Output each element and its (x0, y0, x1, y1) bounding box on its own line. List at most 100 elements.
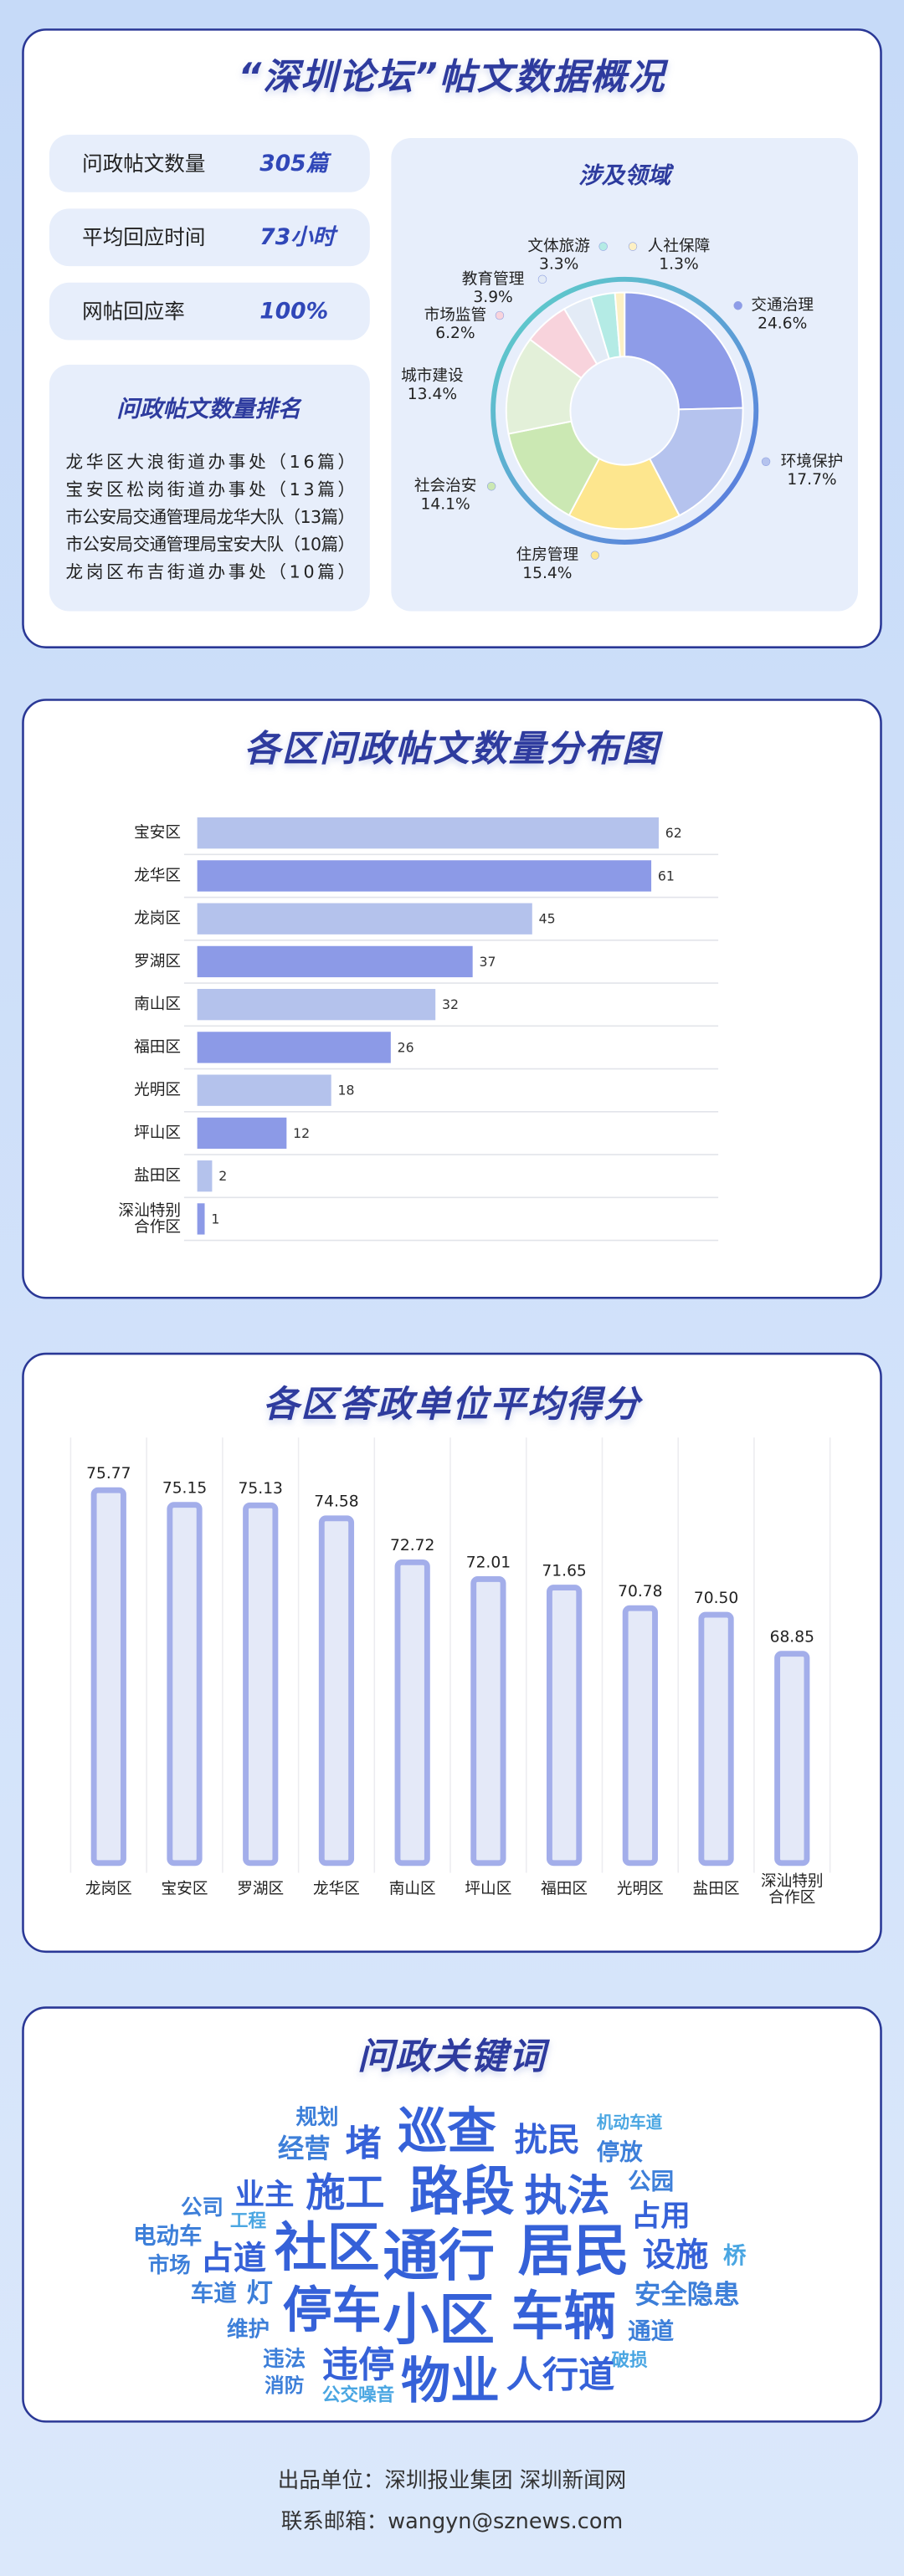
value-label: 70.78 (618, 1583, 662, 1600)
keyword: 电动车 (133, 2223, 202, 2250)
pie-value-label: 1.3% (659, 256, 698, 274)
legend-dot (495, 310, 505, 320)
keyword: 物业 (401, 2352, 500, 2410)
value-label: 2 (218, 1168, 227, 1184)
keyword: 通道 (628, 2317, 674, 2344)
keyword: 居民 (518, 2218, 630, 2283)
pie-label: 环境保护 (781, 453, 844, 470)
legend-dot (537, 274, 547, 284)
pie-label: 社会治安 (414, 478, 477, 495)
pie-label: 教育管理 (462, 270, 525, 288)
bar (394, 1559, 430, 1867)
ranking-item: 龙华区大浪街道办事处（16篇） (66, 452, 356, 472)
keyword: 占用 (631, 2199, 691, 2233)
bar (197, 817, 659, 849)
footer: 联系邮箱：wangyn@sznews.com (281, 2509, 624, 2534)
keyword: 车道 (191, 2280, 237, 2307)
bar (197, 903, 532, 935)
x-tick-label: 坪山区 (465, 1881, 511, 1898)
bar (90, 1487, 126, 1867)
pie-slice (614, 291, 626, 358)
pie-label: 交通治理 (751, 297, 814, 315)
bar (318, 1515, 355, 1867)
keyword: 车辆 (511, 2286, 617, 2347)
bar (197, 945, 473, 978)
x-tick-label: 光明区 (617, 1881, 664, 1898)
pie-box (391, 137, 859, 612)
panel-title: 各区答政单位平均得分 (263, 1384, 643, 1426)
x-tick-label: 福田区 (541, 1881, 588, 1898)
stat-box (49, 135, 370, 192)
value-label: 61 (658, 868, 675, 883)
ranking-box (49, 364, 370, 612)
keyword: 桥 (723, 2242, 747, 2269)
pie-slice (624, 291, 744, 411)
ranking-item: 市公安局交通管理局龙华大队（13篇） (66, 507, 356, 527)
keyword: 市场 (148, 2253, 191, 2278)
value-label: 72.01 (466, 1554, 511, 1571)
x-tick-label: 盐田区 (693, 1881, 740, 1898)
ranking-item: 宝安区松岗街道办事处（13篇） (66, 479, 356, 499)
y-tick-label: 龙华区 (134, 867, 181, 884)
keyword: 停车 (283, 2281, 382, 2338)
bar (197, 1032, 391, 1063)
stat-label: 平均回应时间 (82, 225, 205, 249)
legend-dot (628, 242, 638, 251)
legend-dot (761, 457, 771, 466)
bar (622, 1605, 658, 1867)
y-tick-label: 宝安区 (134, 824, 181, 842)
pie-label: 人社保障 (648, 238, 711, 255)
value-label: 75.77 (86, 1465, 131, 1483)
keyword: 设施 (643, 2237, 709, 2275)
y-tick-label: 光明区 (134, 1082, 181, 1099)
value-label: 37 (480, 954, 496, 970)
pie-label: 文体旅游 (527, 238, 590, 255)
keyword: 消防 (265, 2374, 304, 2397)
pie-value-label: 13.4% (408, 386, 457, 403)
keyword: 维护 (227, 2317, 270, 2342)
y-tick-label: 福田区 (134, 1038, 181, 1056)
keyword: 占道 (201, 2241, 267, 2278)
keyword: 公司 (181, 2195, 223, 2220)
y-tick-label: 深汕特别合作区 (118, 1202, 181, 1237)
panel (22, 2006, 882, 2423)
bar (243, 1502, 279, 1867)
x-tick-label: 南山区 (389, 1881, 436, 1898)
value-label: 72.72 (390, 1537, 434, 1554)
y-tick-label: 南山区 (134, 996, 181, 1013)
keyword: 施工 (306, 2170, 384, 2216)
legend-dot (733, 301, 742, 310)
value-label: 71.65 (542, 1562, 586, 1580)
x-tick-label: 龙岗区 (85, 1881, 132, 1898)
bar (197, 1160, 213, 1192)
stat-label: 问政帖文数量 (82, 151, 205, 176)
legend-dot (590, 551, 600, 560)
footer: 出品单位：深圳报业集团 深圳新闻网 (278, 2468, 626, 2493)
x-tick-label: 罗湖区 (237, 1881, 284, 1898)
pie-value-label: 15.4% (522, 565, 572, 582)
bar (774, 1651, 810, 1867)
pie-label: 市场监管 (424, 307, 487, 325)
legend-dot (598, 242, 608, 251)
value-label: 1 (211, 1211, 219, 1227)
pie-value-label: 17.7% (787, 471, 836, 489)
ranking-item: 龙岗区布吉街道办事处（10篇） (66, 562, 356, 582)
keyword: 规划 (295, 2105, 338, 2130)
bar (197, 1117, 287, 1150)
keyword: 违停 (322, 2345, 394, 2387)
pie-value-label: 24.6% (758, 315, 807, 332)
value-label: 70.50 (694, 1590, 738, 1607)
keyword: 人行道 (506, 2354, 615, 2396)
value-label: 45 (539, 911, 556, 927)
keyword: 执法 (524, 2172, 609, 2221)
bar (698, 1611, 734, 1867)
pie-value-label: 3.3% (539, 256, 578, 274)
value-label: 75.15 (162, 1480, 207, 1498)
pie-title: 涉及领域 (578, 162, 674, 189)
ranking-title: 问政帖文数量排名 (116, 396, 301, 423)
keyword: 堵 (345, 2123, 381, 2165)
pie-value-label: 3.9% (473, 289, 512, 306)
stat-value: 305篇 (259, 151, 331, 177)
